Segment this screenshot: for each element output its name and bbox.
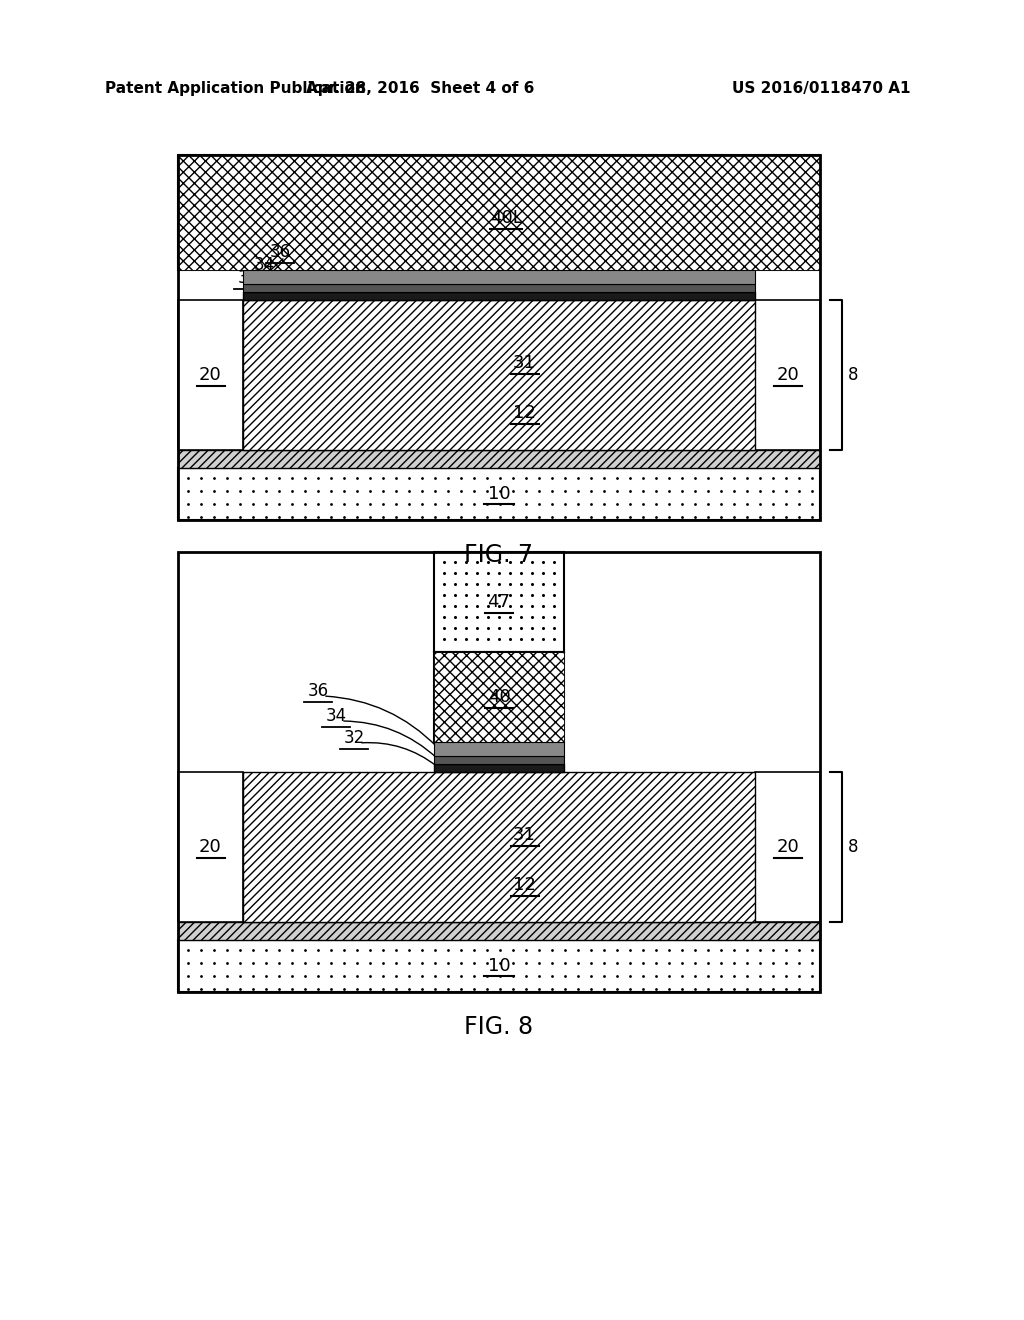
Text: 34: 34 [253, 256, 274, 275]
Bar [178, 772, 243, 921]
Text: 36: 36 [269, 243, 291, 261]
Text: 20: 20 [776, 838, 799, 855]
Bar [178, 154, 820, 271]
Text: 34: 34 [326, 708, 346, 725]
Bar [243, 300, 755, 450]
Text: 10: 10 [487, 957, 510, 975]
Bar [243, 772, 755, 921]
Text: FIG. 7: FIG. 7 [465, 543, 534, 568]
Bar [243, 772, 755, 921]
Text: 47: 47 [487, 593, 511, 611]
Bar [434, 652, 564, 742]
Bar [434, 742, 564, 756]
Bar [178, 469, 820, 520]
Bar [178, 921, 820, 940]
Text: US 2016/0118470 A1: US 2016/0118470 A1 [731, 81, 910, 95]
Bar [755, 300, 820, 450]
Text: 20: 20 [199, 366, 222, 384]
Bar [434, 756, 564, 764]
Text: FIG. 8: FIG. 8 [465, 1015, 534, 1039]
Text: 12: 12 [513, 875, 536, 894]
Bar [178, 154, 820, 271]
Bar [434, 552, 564, 652]
Text: 40L: 40L [490, 210, 522, 227]
Text: 10: 10 [487, 484, 510, 503]
Bar [243, 284, 755, 292]
Bar [178, 300, 243, 450]
Bar [434, 764, 564, 772]
Text: 32: 32 [238, 269, 259, 286]
Text: 20: 20 [199, 838, 222, 855]
Bar [755, 772, 820, 921]
Text: 32: 32 [343, 729, 365, 747]
Text: 36: 36 [307, 682, 329, 700]
Text: 40: 40 [487, 688, 510, 706]
Bar [178, 921, 820, 940]
Text: 8: 8 [848, 838, 858, 855]
Bar [178, 552, 820, 993]
Bar [434, 652, 564, 742]
Bar [178, 940, 820, 993]
Text: 12: 12 [513, 404, 536, 421]
Bar [178, 154, 820, 520]
Bar [243, 300, 755, 450]
Text: 20: 20 [776, 366, 799, 384]
Text: 31: 31 [513, 826, 536, 843]
Text: 8: 8 [848, 366, 858, 384]
Text: Patent Application Publication: Patent Application Publication [105, 81, 366, 95]
Bar [243, 292, 755, 300]
Bar [178, 450, 820, 469]
Text: 31: 31 [513, 354, 536, 372]
Text: Apr. 28, 2016  Sheet 4 of 6: Apr. 28, 2016 Sheet 4 of 6 [306, 81, 535, 95]
Bar [243, 271, 755, 284]
Bar [178, 450, 820, 469]
